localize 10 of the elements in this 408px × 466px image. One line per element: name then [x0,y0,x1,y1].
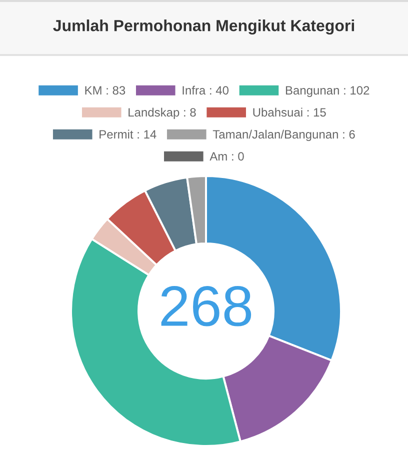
legend-label: KM : 83 [85,86,126,95]
chart-title: Jumlah Permohonan Mengikut Kategori [53,20,354,34]
legend-label: Ubahsuai : 15 [253,108,326,117]
text: 268 [161,286,252,326]
legend-label: Taman/Jalan/Bangunan : 6 [212,130,355,141]
legend-label: Landskap : 8 [128,108,196,119]
legend-label: Am : 0 [210,152,244,161]
legend-label: Infra : 40 [182,86,229,95]
legend-label: Permit : 14 [100,130,156,139]
legend-label: Bangunan : 102 [286,86,370,97]
